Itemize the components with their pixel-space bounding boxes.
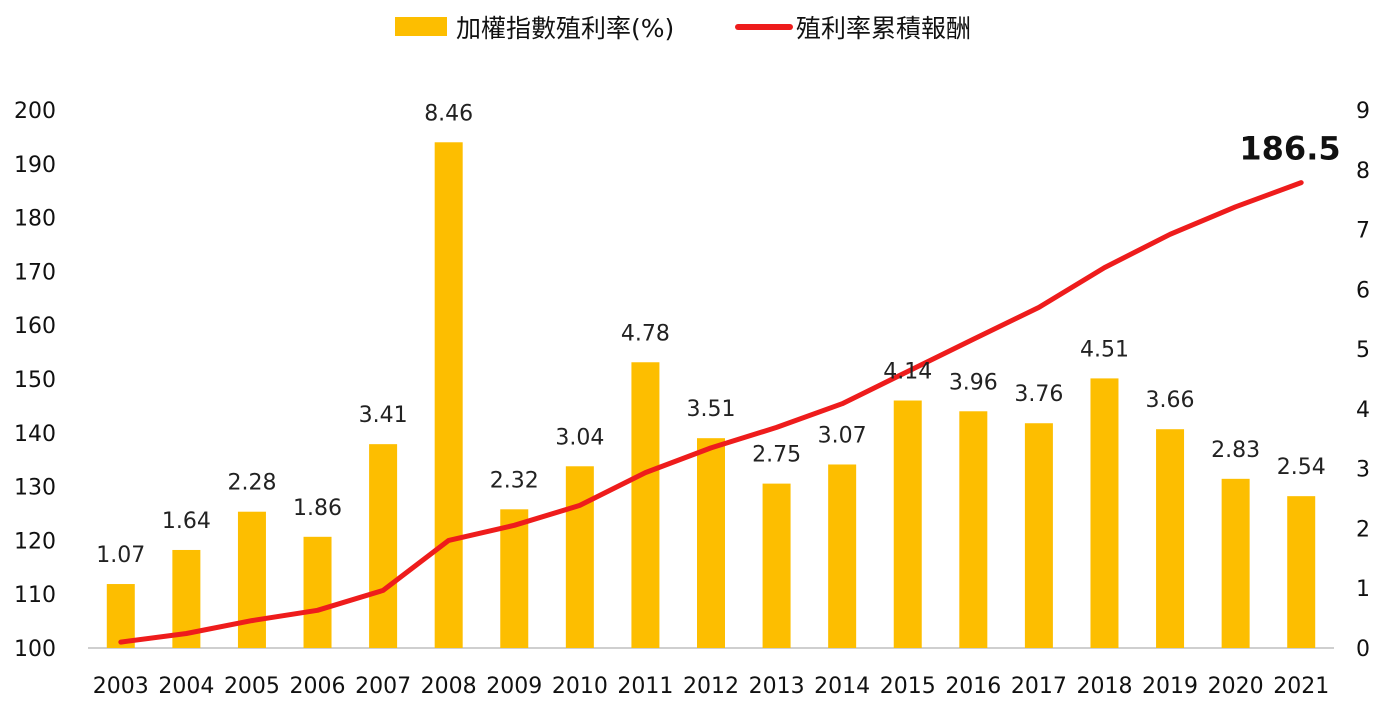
legend: 加權指數殖利率(%) 殖利率累積報酬 [395,14,971,43]
bar [369,444,398,648]
x-tick-label: 2015 [880,674,936,699]
bar-value-label: 3.96 [949,370,998,395]
left-axis-ticks: 100 110 120 130 140 150 160 170 180 190 200 [14,99,56,662]
right-tick-label: 1 [1356,577,1370,602]
x-axis-ticks: 2003 2004 2005 2006 2007 2008 2009 2010 2011 2012… [93,674,1329,699]
bar-value-label: 4.51 [1080,337,1129,362]
left-tick-label: 140 [14,422,56,447]
left-tick-label: 180 [14,207,56,232]
x-tick-label: 2010 [552,674,608,699]
bar [500,509,529,648]
bar-value-label: 3.07 [818,423,867,448]
bar-value-label: 3.51 [687,397,736,422]
x-tick-label: 2006 [290,674,346,699]
left-tick-label: 100 [14,637,56,662]
right-tick-label: 0 [1356,637,1370,662]
bar-value-label: 2.28 [227,471,276,496]
left-tick-label: 190 [14,153,56,178]
x-tick-label: 2008 [421,674,477,699]
bar-value-label: 3.76 [1014,382,1063,407]
x-tick-label: 2018 [1076,674,1132,699]
x-tick-label: 2020 [1208,674,1264,699]
bar [565,466,594,648]
legend-label-line: 殖利率累積報酬 [796,14,971,43]
bar [434,142,463,648]
left-tick-label: 170 [14,260,56,285]
bar-value-label: 3.66 [1146,388,1195,413]
right-tick-label: 9 [1356,99,1370,124]
x-tick-label: 2014 [814,674,870,699]
right-tick-label: 4 [1356,398,1370,423]
bar [631,362,660,648]
bar [237,511,266,648]
left-tick-label: 150 [14,368,56,393]
bar [106,584,135,648]
right-axis-ticks: 0 1 2 3 4 5 6 7 8 9 [1356,99,1370,662]
x-tick-label: 2019 [1142,674,1198,699]
bar-value-label: 2.83 [1211,438,1260,463]
bar-value-label: 1.64 [162,509,211,534]
left-tick-label: 160 [14,314,56,339]
bar-value-label: 1.86 [293,496,342,521]
bar [762,483,791,648]
left-tick-label: 200 [14,99,56,124]
x-tick-label: 2004 [158,674,214,699]
bar-value-label: 8.46 [424,101,473,126]
bar-value-label: 4.78 [621,321,670,346]
cumulative-line [118,180,1304,645]
x-tick-label: 2017 [1011,674,1067,699]
bar [1090,378,1119,648]
x-tick-label: 2007 [355,674,411,699]
legend-swatch-bars [395,17,447,36]
bar-value-label: 2.75 [752,443,801,468]
x-tick-label: 2013 [749,674,805,699]
legend-label-bars: 加權指數殖利率(%) [456,14,674,43]
x-tick-label: 2021 [1273,674,1329,699]
bar-value-label: 3.04 [555,425,604,450]
x-tick-label: 2016 [945,674,1001,699]
bar [303,536,332,648]
bars [106,142,1316,648]
left-tick-label: 120 [14,529,56,554]
bar-value-label: 2.54 [1277,455,1326,480]
right-tick-label: 6 [1356,278,1370,303]
bar [959,411,988,648]
bar-value-label: 4.14 [883,360,932,385]
x-tick-label: 2012 [683,674,739,699]
bar [1024,423,1053,648]
x-tick-label: 2011 [617,674,673,699]
x-tick-label: 2009 [486,674,542,699]
bar-value-labels: 1.07 1.64 2.28 1.86 3.41 8.46 2.32 3.04 4.78 3.51… [96,101,1325,568]
bar-value-label: 2.32 [490,468,539,493]
right-tick-label: 8 [1356,159,1370,184]
x-tick-label: 2003 [93,674,149,699]
bar-value-label: 3.41 [359,403,408,428]
bar [828,464,857,648]
left-tick-label: 130 [14,476,56,501]
bar [697,438,725,648]
bar-value-label: 1.07 [96,543,145,568]
right-tick-label: 2 [1356,517,1370,542]
right-tick-label: 7 [1356,219,1370,244]
left-tick-label: 110 [14,583,56,608]
right-tick-label: 5 [1356,338,1370,363]
bar [1287,496,1316,648]
bar [1156,429,1185,648]
bar [893,400,922,648]
right-tick-label: 3 [1356,458,1370,483]
x-tick-label: 2005 [224,674,280,699]
bar [1221,478,1250,648]
end-value-label: 186.5 [1239,130,1340,168]
